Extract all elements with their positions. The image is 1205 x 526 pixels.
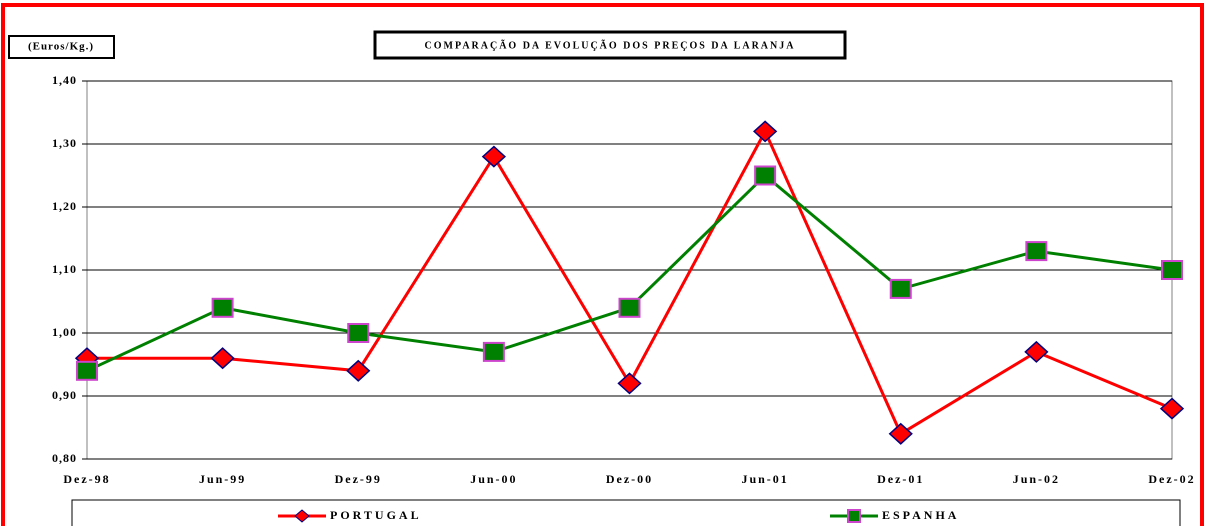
marker — [753, 120, 778, 143]
x-tick-label: Jun-01 — [741, 472, 788, 486]
marker — [347, 323, 370, 343]
y-tick-label: 1,20 — [52, 199, 77, 213]
x-tick-label: Dez-98 — [63, 472, 110, 486]
marker — [481, 145, 506, 168]
legend — [71, 499, 1181, 526]
marker — [346, 359, 371, 382]
marker — [889, 278, 912, 299]
x-tick-label: Dez-01 — [877, 472, 924, 486]
y-tick-label: 1,30 — [52, 136, 77, 150]
legend-label: PORTUGAL — [330, 508, 422, 522]
x-tick-label: Dez-00 — [606, 472, 653, 486]
x-tick-label: Jun-00 — [470, 472, 517, 486]
y-tick-label: 1,00 — [52, 325, 77, 339]
marker — [211, 297, 234, 318]
marker — [618, 297, 641, 318]
marker — [76, 360, 98, 381]
legend-label: ESPANHA — [882, 508, 959, 522]
y-tick-label: 0,80 — [52, 451, 77, 465]
y-tick-label: 1,10 — [52, 262, 77, 276]
y-tick-label: 1,40 — [52, 73, 77, 87]
marker — [482, 341, 505, 362]
x-tick-label: Dez-02 — [1148, 472, 1195, 486]
title-box — [373, 30, 847, 60]
marker — [1024, 340, 1049, 363]
x-tick-label: Jun-99 — [199, 472, 246, 486]
y-label-box — [8, 35, 115, 59]
marker — [1161, 260, 1183, 280]
marker — [210, 347, 235, 370]
marker — [888, 422, 913, 445]
y-tick-label: 0,90 — [52, 388, 77, 402]
marker — [1025, 241, 1048, 262]
marker — [754, 165, 777, 186]
chart-title: COMPARAÇÃO DA EVOLUÇÃO DOS PREÇOS DA LAR… — [425, 39, 796, 51]
legend-marker — [294, 509, 310, 523]
x-tick-label: Jun-02 — [1013, 472, 1060, 486]
marker — [1159, 397, 1185, 420]
marker — [617, 372, 642, 395]
legend-marker — [847, 509, 861, 523]
x-tick-label: Dez-99 — [335, 472, 382, 486]
y-axis-label: (Euros/Kg.) — [28, 41, 94, 53]
